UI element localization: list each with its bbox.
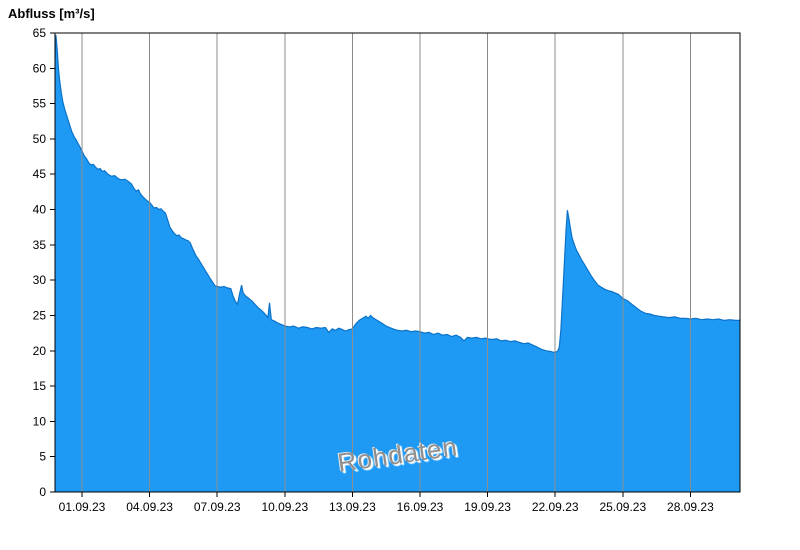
y-tick-label: 25 bbox=[33, 309, 47, 323]
x-tick-label: 22.09.23 bbox=[532, 500, 579, 514]
x-tick-label: 04.09.23 bbox=[126, 500, 173, 514]
x-tick-label: 25.09.23 bbox=[599, 500, 646, 514]
x-tick-label: 10.09.23 bbox=[261, 500, 308, 514]
discharge-area-fill bbox=[55, 35, 740, 492]
y-tick-label: 65 bbox=[33, 26, 47, 40]
x-tick-label: 19.09.23 bbox=[464, 500, 511, 514]
y-tick-label: 0 bbox=[39, 485, 46, 499]
plot-border bbox=[54, 32, 741, 493]
x-tick-label: 01.09.23 bbox=[59, 500, 106, 514]
y-tick-label: 50 bbox=[33, 132, 47, 146]
y-tick-label: 20 bbox=[33, 344, 47, 358]
x-tick-label: 13.09.23 bbox=[329, 500, 376, 514]
y-tick-label: 15 bbox=[33, 379, 47, 393]
chart-title: Abfluss [m³/s] bbox=[8, 6, 95, 21]
y-tick-label: 40 bbox=[33, 203, 47, 217]
y-tick-label: 5 bbox=[39, 450, 46, 464]
x-tick-label: 07.09.23 bbox=[194, 500, 241, 514]
discharge-line bbox=[54, 35, 740, 353]
y-tick-label: 55 bbox=[33, 97, 47, 111]
x-tick-label: 28.09.23 bbox=[667, 500, 714, 514]
x-tick-label: 16.09.23 bbox=[397, 500, 444, 514]
y-tick-label: 45 bbox=[33, 167, 47, 181]
y-tick-label: 35 bbox=[33, 238, 47, 252]
y-tick-label: 30 bbox=[33, 273, 47, 287]
y-tick-label: 60 bbox=[33, 61, 47, 75]
y-tick-label: 10 bbox=[33, 414, 47, 428]
